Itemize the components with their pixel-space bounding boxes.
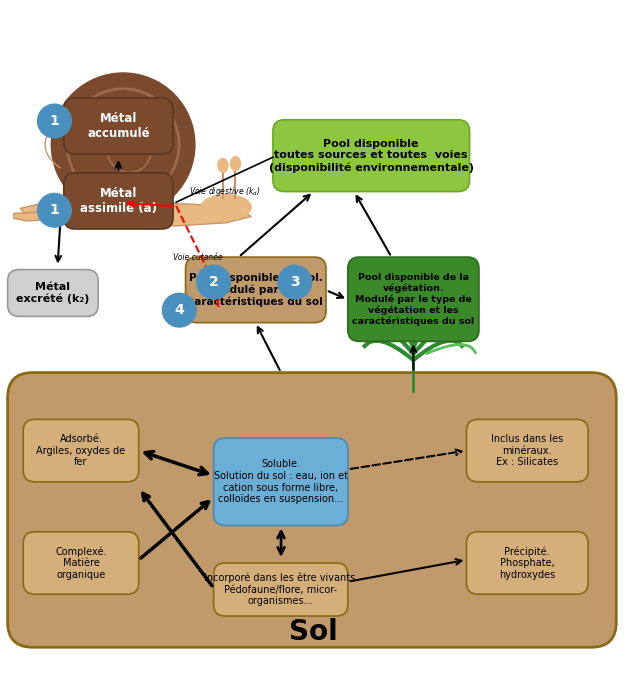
FancyBboxPatch shape: [466, 532, 588, 594]
FancyBboxPatch shape: [186, 257, 326, 322]
Text: Soluble.
Solution du sol : eau, ion et
cation sous forme libre,
colloïdes en sus: Soluble. Solution du sol : eau, ion et c…: [214, 460, 348, 504]
Text: Voie digestive (k$_d$): Voie digestive (k$_d$): [189, 185, 260, 198]
Circle shape: [51, 73, 195, 216]
Circle shape: [38, 104, 71, 138]
Text: Pool disponible
toutes sources et toutes  voies
(disponibilité environnementale): Pool disponible toutes sources et toutes…: [269, 138, 474, 172]
Text: Sol: Sol: [289, 617, 338, 646]
FancyBboxPatch shape: [8, 373, 616, 647]
Polygon shape: [20, 202, 251, 226]
Text: Complexé.
Matière
organique: Complexé. Matière organique: [55, 546, 107, 580]
Text: 3: 3: [290, 275, 300, 289]
Text: Pool disponible de la
végétation.
Modulé par le type de
végétation et les
caract: Pool disponible de la végétation. Modulé…: [352, 273, 475, 326]
FancyBboxPatch shape: [348, 257, 479, 341]
FancyBboxPatch shape: [23, 532, 139, 594]
Text: Métal
assimilé (a): Métal assimilé (a): [80, 187, 157, 215]
Circle shape: [38, 194, 71, 227]
Text: Adsorbé.
Argiles, oxydes de
fer: Adsorbé. Argiles, oxydes de fer: [36, 434, 125, 467]
Polygon shape: [14, 212, 64, 221]
FancyBboxPatch shape: [273, 120, 470, 192]
FancyBboxPatch shape: [23, 420, 139, 482]
Text: 4: 4: [174, 303, 184, 317]
Ellipse shape: [231, 156, 241, 170]
Text: Métal
excrété (k₂): Métal excrété (k₂): [16, 282, 90, 304]
Text: Inclus dans les
minéraux.
Ex : Silicates: Inclus dans les minéraux. Ex : Silicates: [491, 434, 564, 467]
FancyBboxPatch shape: [8, 269, 98, 316]
FancyBboxPatch shape: [214, 563, 348, 616]
Text: Pool disponible du sol.
Modulé par les
caractéristiques du sol: Pool disponible du sol. Modulé par les c…: [188, 273, 323, 307]
Text: 1: 1: [50, 114, 60, 128]
Text: Incorporé dans les être vivants.
Pédofaune/flore, micor-
organismes...: Incorporé dans les être vivants. Pédofau…: [204, 573, 358, 606]
Circle shape: [197, 265, 231, 299]
Text: 1: 1: [50, 203, 60, 217]
Text: Métal
accumulé: Métal accumulé: [87, 112, 150, 140]
Circle shape: [162, 294, 196, 327]
Text: Voie cutanée: Voie cutanée: [173, 253, 223, 262]
FancyBboxPatch shape: [466, 420, 588, 482]
Ellipse shape: [201, 195, 251, 220]
Circle shape: [278, 265, 312, 299]
FancyBboxPatch shape: [214, 438, 348, 526]
FancyBboxPatch shape: [64, 173, 173, 229]
Text: 2: 2: [209, 275, 218, 289]
Ellipse shape: [218, 158, 228, 172]
Text: Précipité.
Phosphate,
hydroxydes: Précipité. Phosphate, hydroxydes: [499, 546, 556, 580]
FancyBboxPatch shape: [64, 98, 173, 154]
